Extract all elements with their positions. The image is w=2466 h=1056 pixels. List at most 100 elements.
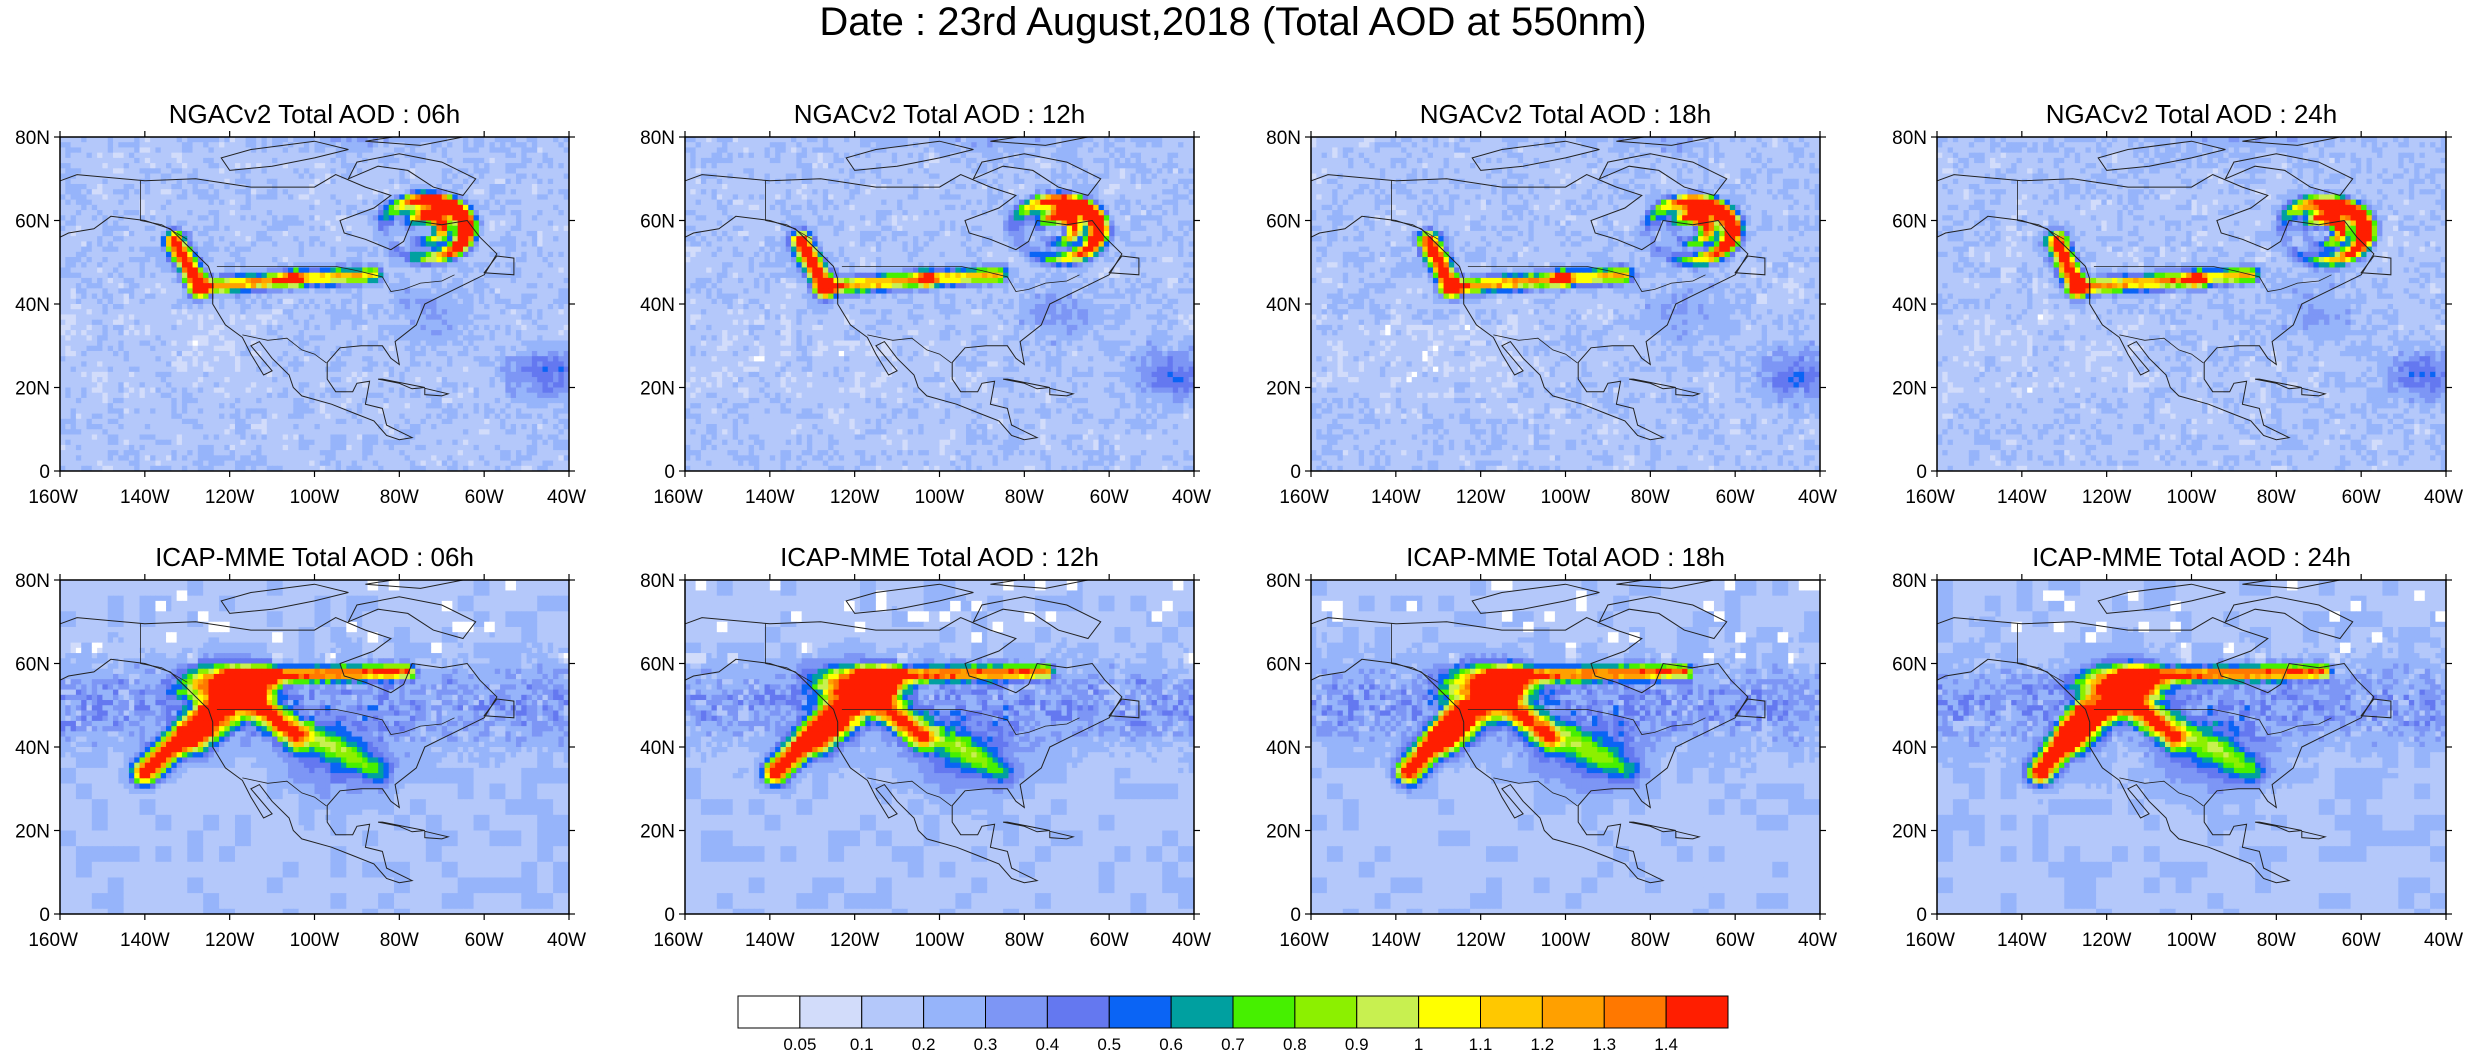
lat-tick-label: 40N [1892, 295, 1927, 316]
colorbar-swatch [1356, 995, 1420, 1029]
colorbar-label: 1.1 [1469, 1035, 1493, 1054]
lat-tick-label: 0 [1916, 905, 1927, 926]
coastline [1937, 137, 2392, 441]
colorbar-label: 1.4 [1654, 1035, 1678, 1054]
lon-tick-label: 120W [2082, 930, 2132, 951]
colorbar-label: 0.05 [783, 1035, 816, 1054]
lat-tick-label: 40N [15, 295, 50, 316]
lon-tick-label: 120W [205, 487, 255, 508]
lat-tick-label: 20N [640, 822, 675, 843]
lon-tick-label: 80W [1005, 930, 1044, 951]
colorbar-label: 0.9 [1345, 1035, 1369, 1054]
map-panel-3: NGACv2 Total AOD : 18h 160W 140W 120W 100W 80… [1266, 99, 1837, 508]
panel-title: NGACv2 Total AOD : 18h [1420, 99, 1711, 129]
panel-title: ICAP-MME Total AOD : 18h [1406, 542, 1725, 572]
colorbar-label: 0.3 [974, 1035, 998, 1054]
aod-field [60, 580, 569, 914]
colorbar-swatch [1603, 995, 1667, 1029]
lon-tick-label: 140W [1997, 930, 2047, 951]
lat-tick-label: 0 [39, 462, 50, 483]
lat-tick-label: 40N [640, 738, 675, 759]
lon-tick-label: 80W [2257, 487, 2296, 508]
lat-tick-label: 80N [1266, 128, 1301, 149]
colorbar-label: 1.2 [1531, 1035, 1555, 1054]
lon-tick-label: 140W [1371, 487, 1421, 508]
lon-tick-label: 140W [120, 930, 170, 951]
map-panel-1: NGACv2 Total AOD : 06h 160W 140W 120W 100W 80… [15, 99, 586, 508]
lon-tick-label: 120W [1456, 487, 1506, 508]
lat-tick-label: 40N [1266, 738, 1301, 759]
coastline [685, 137, 1140, 441]
lat-tick-label: 80N [1892, 128, 1927, 149]
lat-tick-label: 80N [1892, 571, 1927, 592]
lat-tick-label: 60N [1892, 212, 1927, 233]
colorbar-swatch [1541, 995, 1605, 1029]
colorbar-swatch [1294, 995, 1358, 1029]
colorbar-swatch [799, 995, 863, 1029]
lat-tick-label: 20N [640, 379, 675, 400]
colorbar-label: 0.1 [850, 1035, 874, 1054]
lon-tick-label: 40W [1798, 487, 1837, 508]
lat-tick-label: 20N [15, 822, 50, 843]
lon-tick-label: 160W [1279, 930, 1329, 951]
colorbar-swatch [1665, 995, 1729, 1029]
lon-tick-label: 140W [745, 487, 795, 508]
lon-tick-label: 80W [380, 930, 419, 951]
lon-tick-label: 80W [380, 487, 419, 508]
map-panel-4: NGACv2 Total AOD : 24h 160W 140W 120W 100W 80… [1892, 99, 2463, 508]
lon-tick-label: 80W [2257, 930, 2296, 951]
lon-tick-label: 40W [2424, 930, 2463, 951]
lat-tick-label: 20N [1266, 379, 1301, 400]
panel-title: NGACv2 Total AOD : 24h [2046, 99, 2337, 129]
aod-field [60, 137, 569, 471]
coastline [1311, 137, 1766, 441]
lon-tick-label: 100W [1541, 930, 1591, 951]
colorbar-swatch [1232, 995, 1296, 1029]
colorbar-label: 0.2 [912, 1035, 936, 1054]
lon-tick-label: 60W [465, 930, 504, 951]
lon-tick-label: 100W [2167, 930, 2217, 951]
lat-tick-label: 60N [1266, 212, 1301, 233]
colorbar-swatch [737, 995, 801, 1029]
lon-tick-label: 60W [2342, 930, 2381, 951]
lat-tick-label: 60N [640, 212, 675, 233]
colorbar-swatch [1480, 995, 1543, 1029]
lon-tick-label: 140W [745, 930, 795, 951]
lon-tick-label: 100W [290, 930, 340, 951]
coastline [60, 580, 515, 884]
lat-tick-label: 0 [1290, 905, 1301, 926]
colorbar-label: 0.8 [1283, 1035, 1307, 1054]
aod-field [1937, 580, 2446, 914]
aod-field [1937, 137, 2446, 471]
lon-tick-label: 100W [915, 930, 965, 951]
lon-tick-label: 140W [1371, 930, 1421, 951]
figure-title: Date : 23rd August,2018 (Total AOD at 55… [0, 0, 2466, 44]
lat-tick-label: 80N [15, 571, 50, 592]
map-panel-8: ICAP-MME Total AOD : 24h 160W 140W 120W 100W… [1892, 542, 2463, 951]
colorbar-swatch [1046, 995, 1110, 1029]
lat-tick-label: 40N [1266, 295, 1301, 316]
lon-tick-label: 160W [653, 930, 703, 951]
lon-tick-label: 40W [1172, 930, 1211, 951]
map-panel-2: NGACv2 Total AOD : 12h 160W 140W 120W 100W 80… [640, 99, 1211, 508]
lat-tick-label: 60N [1892, 655, 1927, 676]
lon-tick-label: 140W [1997, 487, 2047, 508]
map-panel-7: ICAP-MME Total AOD : 18h 160W 140W 120W 100W… [1266, 542, 1837, 951]
lat-tick-label: 80N [640, 571, 675, 592]
lon-tick-label: 40W [547, 930, 586, 951]
lon-tick-label: 160W [1279, 487, 1329, 508]
lat-tick-label: 0 [1916, 462, 1927, 483]
panel-title: ICAP-MME Total AOD : 24h [2032, 542, 2351, 572]
colorbar-label: 0.4 [1036, 1035, 1060, 1054]
lat-tick-label: 60N [1266, 655, 1301, 676]
lon-tick-label: 40W [547, 487, 586, 508]
lat-tick-label: 20N [1266, 822, 1301, 843]
panel-title: NGACv2 Total AOD : 12h [794, 99, 1085, 129]
panel-title: NGACv2 Total AOD : 06h [169, 99, 460, 129]
colorbar-swatch [1418, 995, 1481, 1029]
coastline [1937, 580, 2392, 884]
lat-tick-label: 80N [1266, 571, 1301, 592]
coastline [1311, 580, 1766, 884]
coastline [685, 580, 1140, 884]
colorbar-swatch [985, 995, 1048, 1029]
